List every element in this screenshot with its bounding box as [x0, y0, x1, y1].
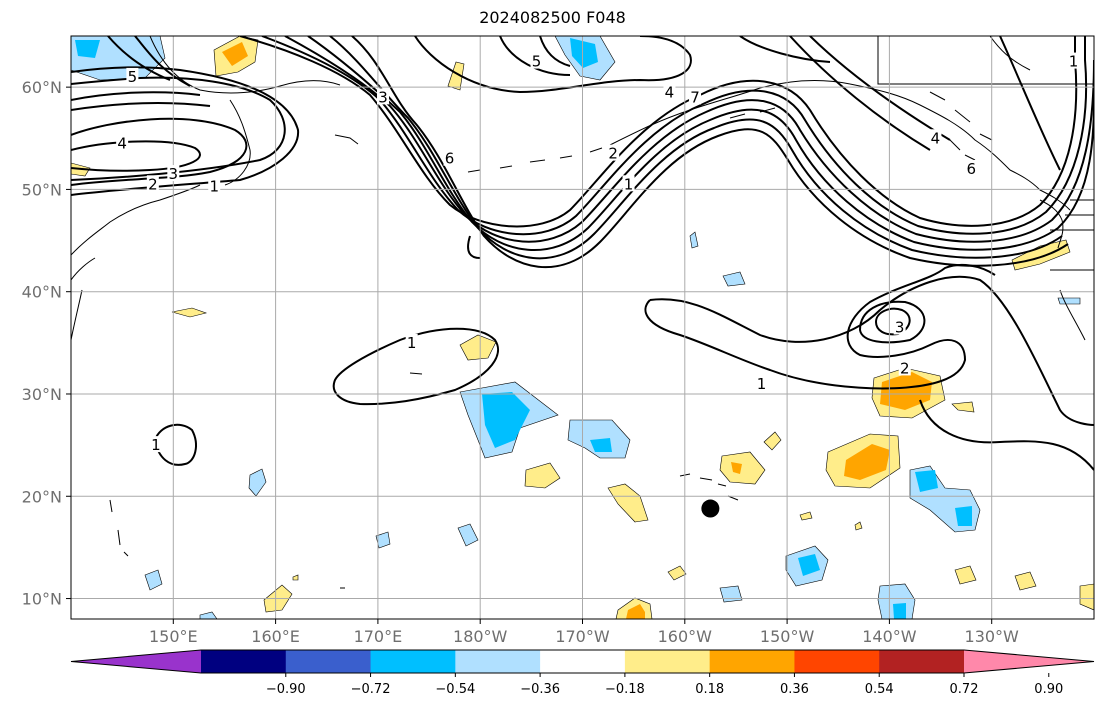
colorbar-tick-label: −0.90 — [266, 682, 306, 697]
lon-tick-label: 160°W — [658, 627, 713, 646]
colorbar-tick-label: 0.54 — [865, 682, 894, 697]
longitude-axis: 150°E 160°E 170°E 180°W 170°W 160°W 150°W 140°W… — [149, 619, 1019, 646]
lon-tick-label: 150°E — [149, 627, 198, 646]
location-marker — [701, 499, 720, 518]
contour-label-bg — [689, 88, 702, 105]
colorbar-tick-label: −0.36 — [520, 682, 560, 697]
lat-tick-label: 60°N — [22, 78, 62, 97]
map-field — [71, 36, 1094, 619]
graticule — [71, 36, 1094, 619]
contour-label: 3 — [378, 88, 388, 106]
contour-label-bg — [663, 83, 676, 100]
colorbar-outline — [70, 649, 1095, 674]
negative-anomaly-shading — [71, 36, 1081, 619]
contour-label-bg — [929, 129, 942, 146]
contour-label: 5 — [532, 53, 542, 71]
contour-label-bg — [126, 67, 139, 84]
lon-tick-label: 140°W — [862, 627, 917, 646]
colorbar-extend-high — [964, 650, 1094, 673]
contour-label-bg — [607, 144, 620, 161]
colorbar-tick-label: −0.18 — [605, 682, 645, 697]
contour-label: 2 — [148, 175, 158, 193]
contour-label-bg — [167, 165, 180, 182]
colorbar-segment — [879, 650, 965, 673]
colorbar-tick-label: 0.72 — [950, 682, 979, 697]
contour-label: 5 — [128, 68, 138, 86]
contour-label-bg — [377, 88, 390, 105]
lat-tick-label: 30°N — [22, 385, 62, 404]
colorbar-segment — [624, 650, 711, 673]
contour-label: 2 — [900, 359, 910, 377]
contour-label: 1 — [209, 177, 219, 195]
latitude-axis: 10°N 20°N 30°N 40°N 50°N 60°N — [22, 78, 71, 609]
contour-label-bg — [965, 159, 978, 176]
contour-label: 4 — [665, 83, 675, 101]
contour-label: 4 — [931, 129, 941, 147]
lon-tick-label: 180°W — [453, 627, 508, 646]
lat-tick-label: 20°N — [22, 487, 62, 506]
contour-label-bg — [405, 333, 418, 350]
contour-label: 1 — [151, 436, 161, 454]
contour-label: 1 — [624, 175, 634, 193]
contour-label-bg — [146, 175, 159, 192]
contour-label: 1 — [757, 375, 767, 393]
contour-label-bg — [116, 134, 129, 151]
contour-label-bg — [443, 149, 456, 166]
colorbar-tick-label: 0.18 — [695, 682, 724, 697]
lon-tick-label: 130°W — [965, 627, 1020, 646]
coastlines — [71, 36, 1094, 589]
colorbar-segment — [370, 650, 456, 673]
colorbar-segment — [794, 650, 880, 673]
colorbar-segment — [455, 650, 541, 673]
contour-label-bg — [622, 175, 635, 192]
map-title: 2024082500 F048 — [479, 8, 626, 27]
colorbar-segment — [540, 650, 626, 673]
colorbar-tick-label: −0.54 — [435, 682, 475, 697]
colorbar-tick-label: −0.72 — [351, 682, 391, 697]
contour-label-bg — [893, 318, 906, 335]
contour-label: 2 — [608, 145, 618, 163]
colorbar-segment — [201, 650, 287, 673]
contour-label: 4 — [117, 134, 127, 152]
lon-tick-label: 170°E — [354, 627, 403, 646]
contour-label-bg — [530, 52, 543, 69]
contour-label: 6 — [966, 160, 976, 178]
lat-tick-label: 10°N — [22, 590, 62, 609]
lat-tick-label: 40°N — [22, 283, 62, 302]
contour-label: 7 — [690, 88, 700, 106]
colorbar-tick-label: 0.36 — [780, 682, 809, 697]
contour-label: 6 — [445, 150, 455, 168]
location-marker-layer — [701, 499, 720, 518]
colorbar-tick-label: 0.90 — [1034, 682, 1063, 697]
contour-label: 1 — [1069, 53, 1079, 71]
lon-tick-label: 150°W — [760, 627, 815, 646]
contour-label: 3 — [169, 165, 179, 183]
colorbar: −0.90 −0.72 −0.54 −0.36 −0.18 0.18 0.36 0.54 0.7… — [70, 649, 1095, 697]
lon-tick-label: 160°E — [251, 627, 300, 646]
contour-label-bg — [208, 177, 221, 194]
lon-tick-label: 170°W — [555, 627, 610, 646]
contour-label: 3 — [895, 319, 905, 337]
contour-label-bg — [149, 436, 162, 453]
colorbar-extend-low — [71, 650, 201, 673]
contour-label-bg — [755, 374, 768, 391]
colorbar-segment — [285, 650, 372, 673]
contour-label-bg — [898, 359, 911, 376]
lat-tick-label: 50°N — [22, 180, 62, 199]
contour-label: 1 — [407, 334, 417, 352]
colorbar-segment — [709, 650, 795, 673]
contour-label-bg — [1067, 52, 1080, 69]
positive-anomaly-shading — [71, 36, 1094, 619]
